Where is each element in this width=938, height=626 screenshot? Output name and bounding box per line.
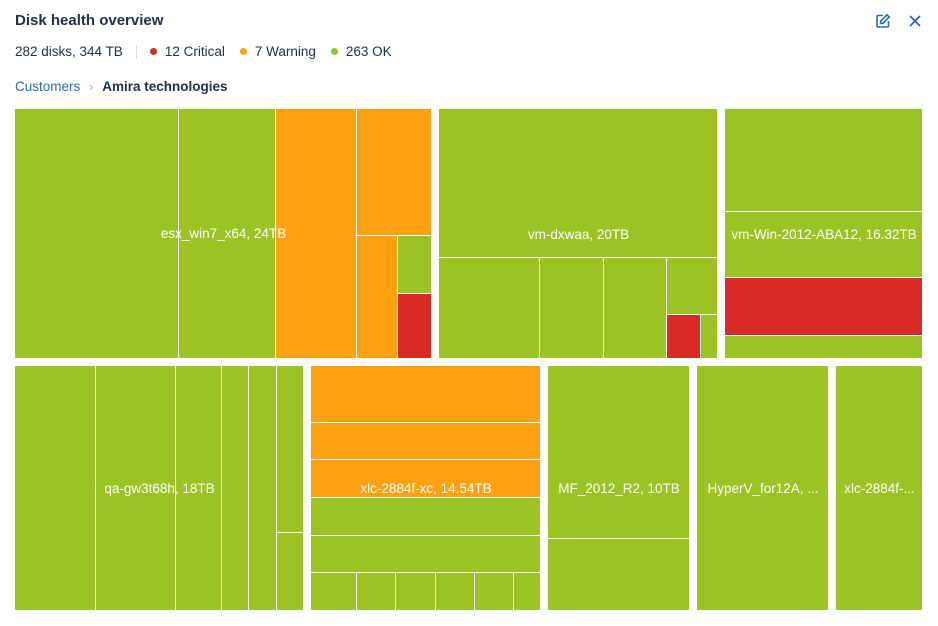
- warning-count: 7 Warning: [254, 44, 316, 59]
- warning-dot-icon: [239, 48, 247, 55]
- critical-count: 12 Critical: [164, 44, 225, 59]
- legend-ok: 263 OK: [330, 44, 392, 59]
- breadcrumb-customers[interactable]: Customers: [15, 79, 81, 94]
- close-icon[interactable]: [906, 12, 924, 30]
- header-actions: [874, 12, 924, 30]
- disk-tile-warning[interactable]: [357, 109, 432, 236]
- disk-tile-ok[interactable]: [725, 212, 923, 278]
- disk-tile-ok[interactable]: [836, 366, 923, 611]
- disk-tile-ok[interactable]: [604, 258, 667, 359]
- critical-dot-icon: [149, 48, 157, 55]
- panel-title: Disk health overview: [15, 12, 164, 29]
- chevron-right-icon: ›: [89, 79, 94, 94]
- disk-tile-ok[interactable]: [701, 315, 718, 359]
- disk-tile-ok[interactable]: [15, 366, 96, 611]
- disk-tile-ok[interactable]: [396, 573, 436, 611]
- disk-tile-ok[interactable]: [439, 109, 718, 258]
- disk-tile-warning[interactable]: [357, 236, 398, 359]
- ok-count: 263 OK: [345, 44, 392, 59]
- disk-tile-ok[interactable]: [697, 366, 829, 611]
- disk-tile-ok[interactable]: [667, 258, 718, 315]
- disk-tile-ok[interactable]: [15, 109, 179, 359]
- disk-tile-ok[interactable]: [277, 533, 304, 611]
- disk-totals: 282 disks, 344 TB: [15, 44, 123, 59]
- disk-tile-ok[interactable]: [176, 366, 222, 611]
- ok-dot-icon: [330, 48, 338, 55]
- disk-tile-ok[interactable]: [439, 258, 540, 359]
- disk-tile-critical[interactable]: [398, 294, 432, 359]
- disk-tile-critical[interactable]: [667, 315, 701, 359]
- disk-tile-ok[interactable]: [249, 366, 277, 611]
- disk-tile-ok[interactable]: [548, 539, 690, 611]
- disk-tile-warning[interactable]: [311, 366, 541, 423]
- disk-tile-ok[interactable]: [514, 573, 541, 611]
- legend-critical: 12 Critical: [149, 44, 225, 59]
- disk-tile-ok[interactable]: [725, 336, 923, 359]
- disk-tile-ok[interactable]: [311, 536, 541, 573]
- disk-summary: 282 disks, 344 TB 12 Critical 7 Warning …: [15, 44, 407, 59]
- legend-warning: 7 Warning: [239, 44, 316, 59]
- disk-tile-ok[interactable]: [311, 573, 357, 611]
- disk-tile-ok[interactable]: [398, 236, 432, 294]
- disk-tile-warning[interactable]: [276, 109, 357, 359]
- edit-icon[interactable]: [874, 12, 892, 30]
- breadcrumb: Customers › Amira technologies: [15, 79, 228, 94]
- disk-tile-ok[interactable]: [725, 109, 923, 212]
- disk-tile-ok[interactable]: [475, 573, 514, 611]
- disk-tile-ok[interactable]: [222, 366, 249, 611]
- disk-tile-ok[interactable]: [540, 258, 604, 359]
- disk-tile-critical[interactable]: [725, 278, 923, 336]
- disk-tile-ok[interactable]: [311, 498, 541, 536]
- disk-tile-ok[interactable]: [277, 366, 304, 533]
- disk-tile-ok[interactable]: [179, 109, 276, 359]
- disk-tile-ok[interactable]: [96, 366, 176, 611]
- summary-divider: [135, 44, 137, 59]
- disk-tile-ok[interactable]: [357, 573, 396, 611]
- disk-tile-ok[interactable]: [436, 573, 475, 611]
- disk-tile-warning[interactable]: [311, 423, 541, 460]
- disk-tile-ok[interactable]: [548, 366, 690, 539]
- disk-tile-warning[interactable]: [311, 460, 541, 498]
- breadcrumb-current: Amira technologies: [102, 79, 228, 94]
